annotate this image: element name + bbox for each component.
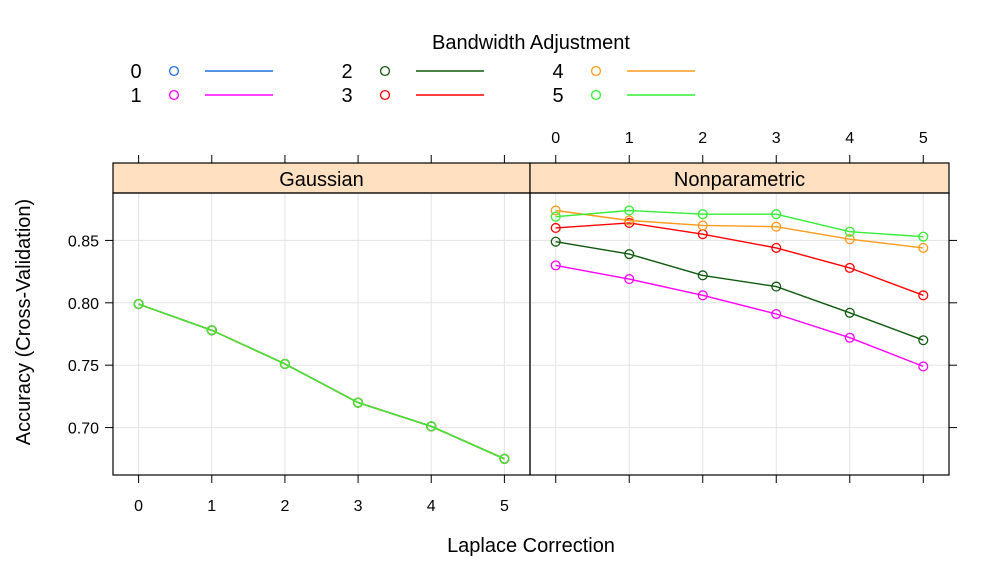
x-tick-label: 0 (551, 130, 560, 147)
data-point (353, 397, 364, 408)
panel-strip-label: Gaussian (279, 169, 364, 191)
legend-marker (590, 65, 602, 77)
data-point (624, 217, 635, 228)
x-tick-label: 2 (698, 130, 707, 147)
data-point (844, 307, 855, 318)
data-point (844, 226, 855, 237)
x-tick-label: 3 (354, 498, 363, 515)
legend-label: 2 (341, 61, 352, 83)
legend-item-4: 4 (552, 61, 695, 83)
series-line-1 (555, 264, 924, 368)
data-point (697, 220, 708, 231)
data-point (918, 290, 929, 301)
legend-marker (168, 89, 180, 101)
data-point (918, 335, 929, 346)
legend-marker (379, 89, 391, 101)
series-line-0 (138, 303, 505, 460)
data-point (771, 221, 782, 232)
legend: Bandwidth Adjustment 01 23 45 (130, 32, 695, 107)
series-line-4 (555, 209, 924, 249)
panel-frame (529, 192, 950, 476)
data-point (550, 260, 561, 271)
legend-label: 4 (552, 61, 563, 83)
x-axis-label: Laplace Correction (447, 535, 615, 557)
legend-label: 0 (130, 61, 141, 83)
legend-label: 5 (552, 85, 563, 107)
data-point (133, 299, 144, 310)
x-tick-label: 3 (772, 130, 781, 147)
y-tick-label: 0.75 (68, 358, 99, 375)
panel-strip (529, 162, 950, 194)
data-point (624, 205, 635, 216)
legend-marker (168, 65, 180, 77)
series-line-5 (555, 209, 924, 238)
data-point (550, 222, 561, 233)
data-point (624, 215, 635, 226)
data-point (918, 361, 929, 372)
data-point (771, 242, 782, 253)
panel-gaussian: Gaussian 0 1 2 3 4 5 0.70 0.75 0.80 0.85 (68, 155, 531, 515)
x-tick-label: 5 (919, 130, 928, 147)
x-tick-label: 0 (134, 498, 143, 515)
x-tick-label: 1 (625, 130, 634, 147)
series-line-3 (555, 222, 924, 296)
series-line-1 (138, 303, 505, 460)
data-point (844, 262, 855, 273)
data-point (550, 236, 561, 247)
x-tick-label: 4 (427, 498, 436, 515)
data-point (918, 231, 929, 242)
legend-title: Bandwidth Adjustment (432, 32, 630, 54)
legend-marker (590, 89, 602, 101)
data-point (844, 332, 855, 343)
y-tick-label: 0.85 (68, 233, 99, 250)
panels: Gaussian 0 1 2 3 4 5 0.70 0.75 0.80 0.85 Nonparamet… (68, 130, 957, 515)
data-point (624, 274, 635, 285)
x-tick-label: 4 (845, 130, 854, 147)
legend-item-0: 0 (130, 61, 273, 83)
data-point (426, 421, 437, 432)
series-line-3 (138, 303, 505, 460)
legend-marker (379, 65, 391, 77)
y-axis-label: Accuracy (Cross-Validation) (13, 199, 35, 445)
panel-frame (112, 192, 531, 476)
data-point (499, 453, 510, 464)
series-line-2 (138, 303, 505, 460)
legend-label: 3 (341, 85, 352, 107)
x-tick-label: 2 (280, 498, 289, 515)
series-line-4 (138, 303, 505, 460)
legend-item-2: 2 (341, 61, 484, 83)
data-point (918, 242, 929, 253)
data-point (771, 209, 782, 220)
legend-item-1: 1 (130, 85, 273, 107)
legend-item-5: 5 (552, 85, 695, 107)
data-point (844, 234, 855, 245)
legend-label: 1 (130, 85, 141, 107)
x-tick-label: 1 (207, 498, 216, 515)
legend-item-3: 3 (341, 85, 484, 107)
data-point (624, 249, 635, 260)
data-point (771, 308, 782, 320)
data-point (279, 358, 290, 369)
data-point (550, 205, 561, 216)
data-point (771, 281, 782, 292)
data-point (697, 209, 708, 220)
data-point (550, 211, 561, 222)
data-point (697, 290, 708, 301)
x-tick-label: 5 (500, 498, 509, 515)
series-line-5 (138, 303, 505, 460)
panel-strip-label: Nonparametric (674, 169, 805, 191)
data-point (206, 325, 217, 336)
data-point (697, 270, 708, 281)
y-tick-label: 0.80 (68, 296, 99, 313)
panel-nonparametric: Nonparametric 0 1 2 3 4 5 (529, 130, 957, 483)
series-line-2 (555, 241, 924, 341)
y-tick-label: 0.70 (68, 421, 99, 438)
